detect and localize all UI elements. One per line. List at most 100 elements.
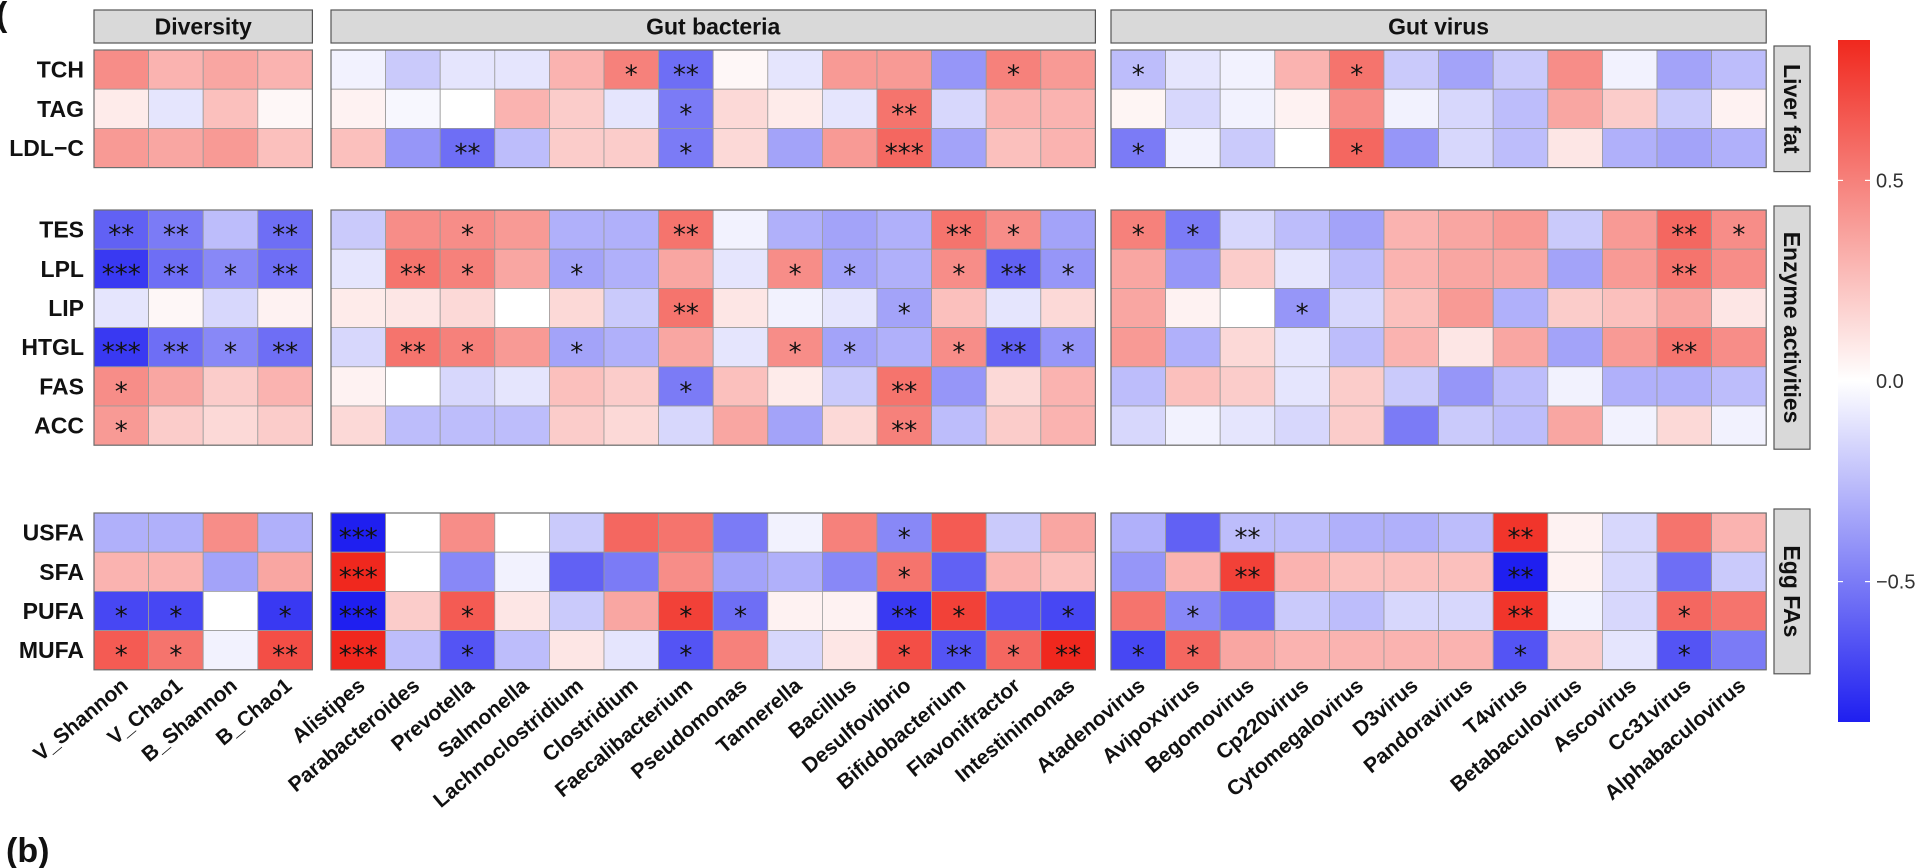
heatmap-cell (658, 366, 714, 407)
heatmap-cell (876, 512, 932, 553)
heatmap-cell (931, 551, 987, 592)
heatmap-cell (767, 49, 823, 90)
heatmap-cell (549, 88, 605, 129)
significance-mark: ** (673, 299, 699, 329)
row-label: SFA (39, 559, 84, 585)
significance-mark: * (461, 260, 474, 290)
heatmap-cell (202, 88, 259, 129)
heatmap-cell (822, 209, 878, 250)
heatmap-cell (1656, 248, 1712, 289)
row-label: LIP (48, 295, 84, 321)
heatmap-cell (330, 209, 386, 250)
heatmap-cell (1219, 127, 1276, 168)
heatmap-cell (767, 209, 823, 250)
significance-mark: ** (163, 221, 189, 251)
heatmap-cell (931, 405, 987, 446)
heatmap-cell (1040, 630, 1096, 671)
heatmap-cell (712, 209, 769, 250)
heatmap-cell (202, 327, 259, 368)
heatmap-cell (1383, 127, 1439, 168)
heatmap-cell (876, 630, 932, 671)
heatmap-cell (1274, 366, 1330, 407)
row-label: USFA (23, 520, 84, 546)
row-label: LPL (41, 256, 84, 282)
significance-mark: * (898, 299, 911, 329)
heatmap-cell (385, 248, 441, 289)
heatmap-cell (1602, 551, 1658, 592)
significance-mark: * (1132, 139, 1145, 169)
significance-mark: * (1007, 61, 1020, 91)
significance-mark: * (115, 602, 128, 632)
heatmap-cell (1711, 88, 1767, 129)
significance-mark: * (115, 417, 128, 447)
significance-mark: * (1007, 221, 1020, 251)
panel-border (330, 209, 1097, 446)
heatmap-cell (1547, 405, 1603, 446)
heatmap-cell (712, 405, 769, 446)
heatmap-cell (1040, 512, 1096, 553)
significance-mark: ** (163, 260, 189, 290)
significance-mark: ** (1508, 563, 1534, 593)
heatmap-cell (1165, 630, 1221, 671)
heatmap-cell (1711, 405, 1767, 446)
heatmap-cell (1547, 287, 1603, 328)
heatmap-cell (1383, 512, 1439, 553)
heatmap-cell (1219, 88, 1276, 129)
column-group-label: Gut virus (1388, 14, 1489, 40)
row-group-label: Liver fat (1779, 64, 1805, 154)
heatmap-cell (202, 591, 259, 632)
heatmap-cell (1711, 591, 1767, 632)
heatmap-cell (1219, 287, 1276, 328)
heatmap-cell (494, 591, 550, 632)
heatmap-cell (1040, 551, 1096, 592)
heatmap-cell (549, 630, 605, 671)
heatmap-cell (494, 630, 550, 671)
heatmap-cell (549, 127, 605, 168)
significance-mark: * (1678, 641, 1691, 671)
heatmap-cell (1383, 591, 1439, 632)
heatmap-cell (1656, 127, 1712, 168)
heatmap-cell (1602, 327, 1658, 368)
facet-strips: Diversity Gut bacteria Gut virus Liver fat E… (93, 9, 1811, 675)
heatmap-cell (1329, 591, 1385, 632)
panel-border (93, 49, 313, 169)
heatmap-cell (148, 405, 204, 446)
heatmap-cell (257, 49, 313, 90)
significance-mark: ** (272, 641, 298, 671)
heatmap-cell (549, 551, 605, 592)
significance-mark: * (461, 602, 474, 632)
heatmap-cell (385, 630, 441, 671)
heatmap-cell (985, 551, 1042, 592)
heatmap-cell (1329, 630, 1385, 671)
heatmap-cell (1492, 248, 1549, 289)
heatmap-cell (1711, 248, 1767, 289)
heatmap-cell (549, 49, 605, 90)
heatmap-cell (439, 248, 496, 289)
heatmap-cell (985, 49, 1042, 90)
heatmap-cell (93, 512, 149, 553)
heatmap-cell (494, 551, 550, 592)
significance-mark: ** (272, 221, 298, 251)
significance-mark: ** (891, 100, 917, 130)
heatmap-cell (658, 551, 714, 592)
heatmap-cell (1274, 551, 1330, 592)
significance-mark: * (898, 563, 911, 593)
heatmap-cell (603, 630, 659, 671)
heatmap-cell (1040, 88, 1096, 129)
significance-mark: ** (673, 61, 699, 91)
heatmap-cell (1165, 512, 1221, 553)
significance-mark: * (1296, 299, 1309, 329)
significance-mark: * (1732, 221, 1745, 251)
significance-mark: * (952, 602, 965, 632)
heatmap-cell (202, 551, 259, 592)
heatmap-cell (822, 512, 878, 553)
heatmap-cell (985, 327, 1042, 368)
heatmap-cell (439, 405, 496, 446)
heatmap-cell (658, 405, 714, 446)
heatmap-cell (1547, 591, 1603, 632)
heatmap-cell (712, 512, 769, 553)
significance-mark: * (1350, 61, 1363, 91)
column-group-strip (330, 9, 1097, 44)
heatmap-cell (1165, 327, 1221, 368)
